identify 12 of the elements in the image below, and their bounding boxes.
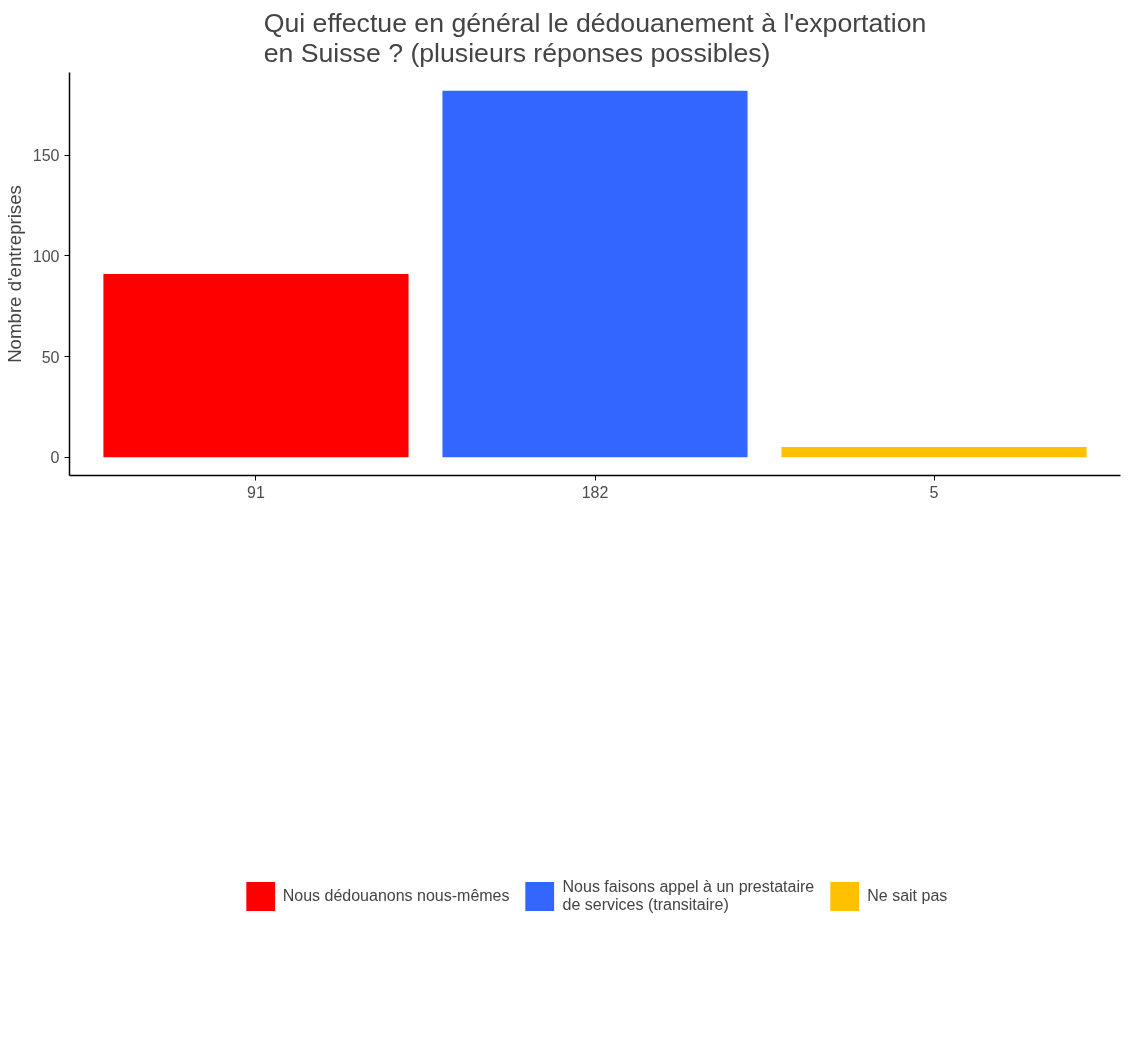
y-axis-title: Nombre d'entreprises bbox=[3, 185, 25, 363]
y-tick-label: 150 bbox=[32, 147, 60, 165]
y-tick-label: 0 bbox=[50, 449, 60, 467]
legend-label: Ne sait pas bbox=[867, 887, 948, 905]
legend-label: Nous faisons appel à un prestataire de services (transitaire) bbox=[562, 878, 815, 914]
legend-label: Nous dédouanons nous-mêmes bbox=[282, 887, 510, 905]
y-tick-label: 50 bbox=[41, 348, 60, 366]
x-tick-label: 91 bbox=[247, 483, 265, 501]
y-tick-label: 100 bbox=[32, 247, 60, 265]
x-tick-label: 182 bbox=[581, 483, 609, 501]
chart-title: Qui effectue en général le dédouanement à l'exportation en Suisse ? (plusieurs réponses possibles) bbox=[263, 7, 927, 68]
x-tick-label: 5 bbox=[929, 483, 939, 501]
